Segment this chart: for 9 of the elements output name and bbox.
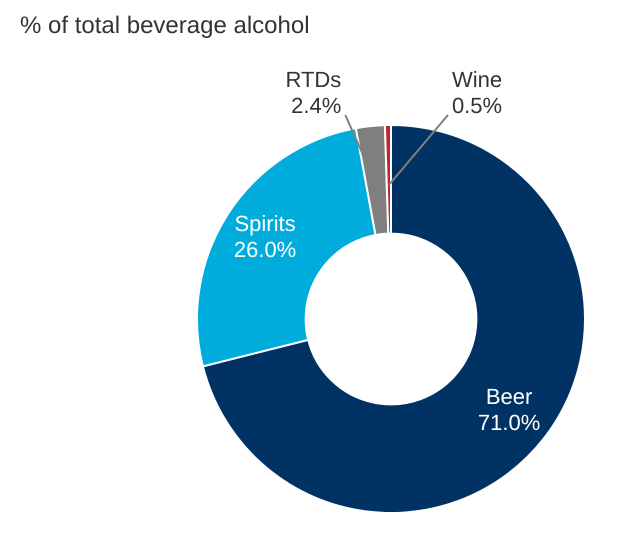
chart-title: % of total beverage alcohol	[19, 11, 311, 41]
data-label: 2.4%	[291, 93, 342, 118]
data-label: 71.0%	[478, 410, 540, 436]
slice-label: Wine	[452, 67, 502, 92]
data-label: 0.5%	[452, 93, 502, 118]
slice-label: Beer	[486, 384, 532, 410]
slice-label: RTDs	[285, 67, 342, 92]
data-label: 26.0%	[234, 237, 296, 262]
slice-label: Spirits	[234, 211, 296, 236]
